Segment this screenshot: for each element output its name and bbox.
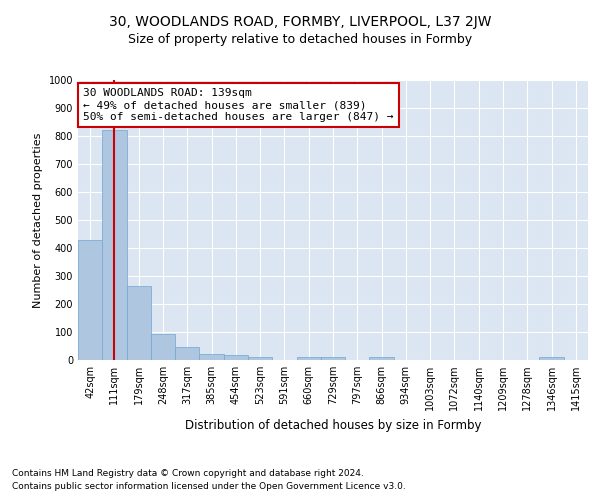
X-axis label: Distribution of detached houses by size in Formby: Distribution of detached houses by size …: [185, 418, 481, 432]
Bar: [102, 130, 127, 360]
Bar: [296, 356, 321, 360]
Text: Contains public sector information licensed under the Open Government Licence v3: Contains public sector information licen…: [12, 482, 406, 491]
Bar: [151, 334, 175, 360]
Text: 30 WOODLANDS ROAD: 139sqm
← 49% of detached houses are smaller (839)
50% of semi: 30 WOODLANDS ROAD: 139sqm ← 49% of detac…: [83, 88, 394, 122]
Text: Size of property relative to detached houses in Formby: Size of property relative to detached ho…: [128, 32, 472, 46]
Bar: [370, 356, 394, 360]
Text: Contains HM Land Registry data © Crown copyright and database right 2024.: Contains HM Land Registry data © Crown c…: [12, 469, 364, 478]
Bar: [248, 356, 272, 360]
Bar: [199, 354, 224, 360]
Bar: [78, 240, 102, 360]
Bar: [175, 348, 199, 360]
Y-axis label: Number of detached properties: Number of detached properties: [33, 132, 43, 308]
Text: 30, WOODLANDS ROAD, FORMBY, LIVERPOOL, L37 2JW: 30, WOODLANDS ROAD, FORMBY, LIVERPOOL, L…: [109, 15, 491, 29]
Bar: [539, 357, 564, 360]
Bar: [321, 356, 345, 360]
Bar: [224, 355, 248, 360]
Bar: [127, 286, 151, 360]
